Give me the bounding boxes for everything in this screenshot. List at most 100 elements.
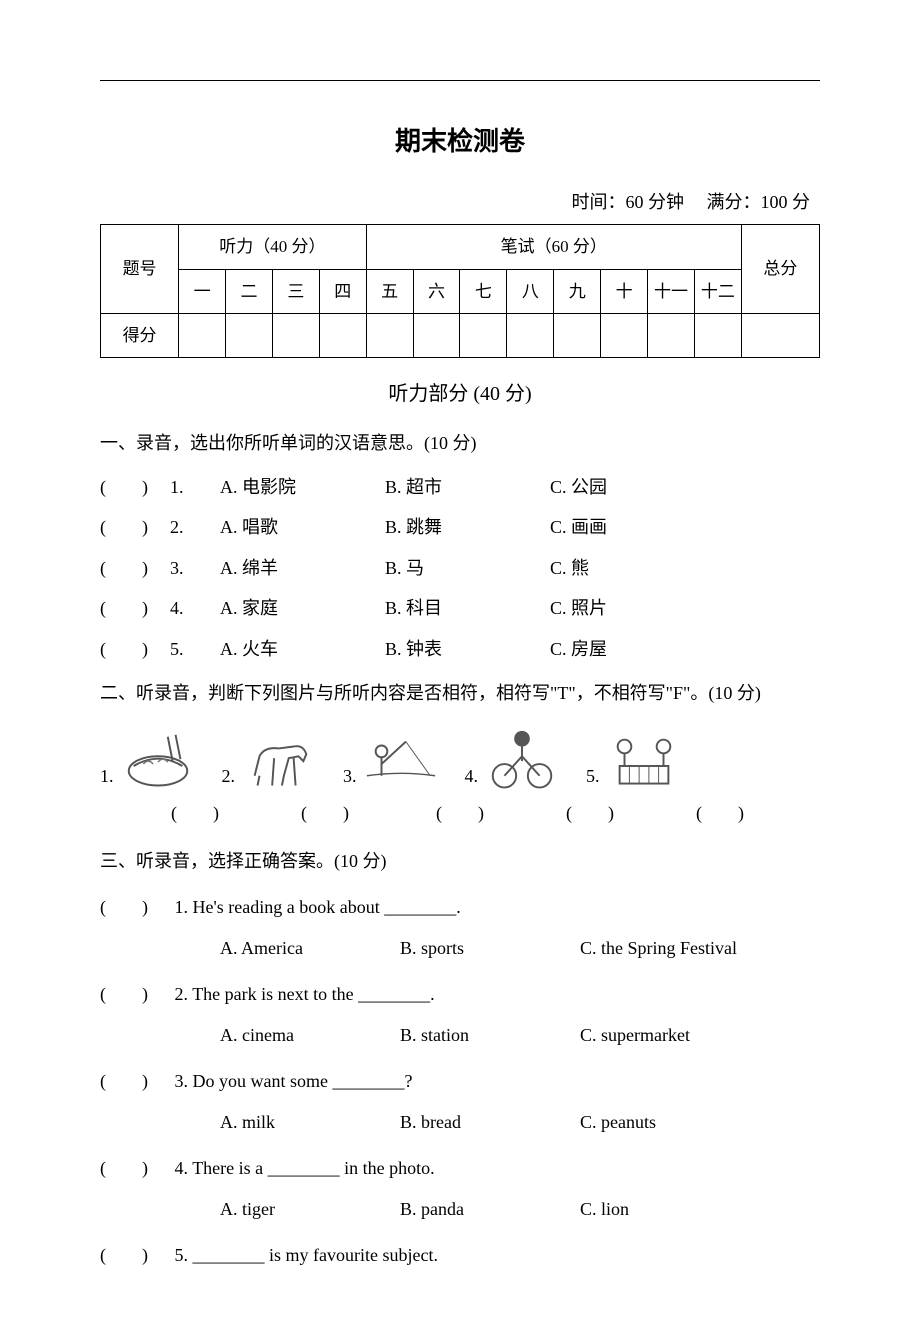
answer-paren: ( )	[100, 1063, 170, 1099]
q3-options: A. milk B. bread C. peanuts	[220, 1104, 820, 1140]
q2-img-4: 4.	[465, 726, 562, 791]
q2-num-4: 4.	[465, 762, 479, 791]
q2-img-5: 5.	[586, 726, 683, 791]
q3-item-5: ( ) 5. ________ is my favourite subject.	[100, 1237, 820, 1273]
q2-img-3: 3.	[343, 726, 440, 791]
score-cell	[554, 313, 601, 357]
q1-item-4: ( ) 4. A. 家庭 B. 科目 C. 照片	[100, 592, 820, 624]
q3-heading: 三、听录音，选择正确答案。(10 分)	[100, 843, 820, 879]
answer-paren: ( )	[145, 799, 245, 828]
q-num: 2.	[170, 511, 220, 543]
answer-paren: ( )	[100, 889, 170, 925]
q2-num-5: 5.	[586, 762, 600, 791]
opt-b: B. bread	[400, 1104, 580, 1140]
answer-paren: ( )	[100, 633, 170, 665]
opt-a: A. milk	[220, 1104, 400, 1140]
row-label-num: 题号	[101, 225, 179, 313]
opt-b: B. 钟表	[385, 633, 550, 665]
score-cell	[601, 313, 648, 357]
opt-b: B. 跳舞	[385, 511, 550, 543]
q2-img-1: 1.	[100, 726, 197, 791]
q3-options: A. America B. sports C. the Spring Festi…	[220, 930, 820, 966]
horse-icon	[240, 726, 318, 791]
q2-image-row: 1. 2. 3. 4. 5.	[100, 726, 820, 791]
score-cell	[741, 313, 819, 357]
opt-a: A. tiger	[220, 1191, 400, 1227]
col-6: 六	[413, 269, 460, 313]
answer-paren: ( )	[100, 592, 170, 624]
opt-a: A. cinema	[220, 1017, 400, 1053]
score-cell	[226, 313, 273, 357]
opt-c: C. supermarket	[580, 1017, 760, 1053]
score-cell	[648, 313, 695, 357]
total-label: 总分	[741, 225, 819, 313]
q3-num: 5.	[175, 1245, 189, 1265]
noodles-icon	[119, 726, 197, 791]
q3-stem: The park is next to the ________.	[192, 984, 434, 1004]
score-cell	[460, 313, 507, 357]
q1-item-3: ( ) 3. A. 绵羊 B. 马 C. 熊	[100, 552, 820, 584]
col-11: 十一	[648, 269, 695, 313]
q1-item-5: ( ) 5. A. 火车 B. 钟表 C. 房屋	[100, 633, 820, 665]
opt-a: A. 唱歌	[220, 511, 385, 543]
q3-stem: Do you want some ________?	[193, 1071, 413, 1091]
bicycle-icon	[483, 726, 561, 791]
q1-item-1: ( ) 1. A. 电影院 B. 超市 C. 公园	[100, 471, 820, 503]
q3-options: A. cinema B. station C. supermarket	[220, 1017, 820, 1053]
q2-num-3: 3.	[343, 762, 357, 791]
opt-a: A. America	[220, 930, 400, 966]
chess-icon	[605, 726, 683, 791]
q3-item-4: ( ) 4. There is a ________ in the photo.…	[100, 1150, 820, 1227]
opt-c: C. 房屋	[550, 633, 715, 665]
q-num: 5.	[170, 633, 220, 665]
time-label: 时间：60 分钟	[572, 192, 685, 212]
col-12: 十二	[694, 269, 741, 313]
answer-paren: ( )	[670, 799, 770, 828]
opt-c: C. the Spring Festival	[580, 930, 760, 966]
q3-item-2: ( ) 2. The park is next to the ________.…	[100, 976, 820, 1053]
opt-a: A. 家庭	[220, 592, 385, 624]
q2-heading: 二、听录音，判断下列图片与所听内容是否相符，相符写"T"，不相符写"F"。(10…	[100, 675, 820, 711]
answer-paren: ( )	[100, 511, 170, 543]
q3-stem: He's reading a book about ________.	[193, 897, 461, 917]
opt-b: B. 马	[385, 552, 550, 584]
header-written: 笔试（60 分）	[366, 225, 741, 269]
score-cell	[413, 313, 460, 357]
opt-b: B. 超市	[385, 471, 550, 503]
opt-c: C. 熊	[550, 552, 715, 584]
col-1: 一	[179, 269, 226, 313]
col-3: 三	[272, 269, 319, 313]
opt-b: B. panda	[400, 1191, 580, 1227]
col-7: 七	[460, 269, 507, 313]
score-label: 满分：100 分	[707, 192, 811, 212]
opt-b: B. station	[400, 1017, 580, 1053]
answer-paren: ( )	[100, 471, 170, 503]
q2-num-2: 2.	[222, 762, 236, 791]
opt-b: B. 科目	[385, 592, 550, 624]
section-listening-title: 听力部分 (40 分)	[100, 378, 820, 410]
score-cell	[366, 313, 413, 357]
q3-stem: There is a ________ in the photo.	[192, 1158, 434, 1178]
q-num: 4.	[170, 592, 220, 624]
opt-c: C. lion	[580, 1191, 760, 1227]
answer-paren: ( )	[100, 976, 170, 1012]
col-4: 四	[319, 269, 366, 313]
q3-num: 2.	[175, 984, 189, 1004]
answer-paren: ( )	[100, 1150, 170, 1186]
page-top-rule	[100, 80, 820, 81]
opt-a: A. 绵羊	[220, 552, 385, 584]
q2-paren-row: ( ) ( ) ( ) ( ) ( )	[100, 799, 820, 828]
q2-img-2: 2.	[222, 726, 319, 791]
answer-paren: ( )	[275, 799, 375, 828]
answer-paren: ( )	[100, 552, 170, 584]
score-cell	[319, 313, 366, 357]
fishing-icon	[362, 726, 440, 791]
row-label-score: 得分	[101, 313, 179, 357]
q3-options: A. tiger B. panda C. lion	[220, 1191, 820, 1227]
opt-a: A. 电影院	[220, 471, 385, 503]
header-listening: 听力（40 分）	[179, 225, 367, 269]
q1-item-2: ( ) 2. A. 唱歌 B. 跳舞 C. 画画	[100, 511, 820, 543]
opt-c: C. 公园	[550, 471, 715, 503]
score-cell	[179, 313, 226, 357]
meta-info: 时间：60 分钟 满分：100 分	[100, 188, 820, 217]
